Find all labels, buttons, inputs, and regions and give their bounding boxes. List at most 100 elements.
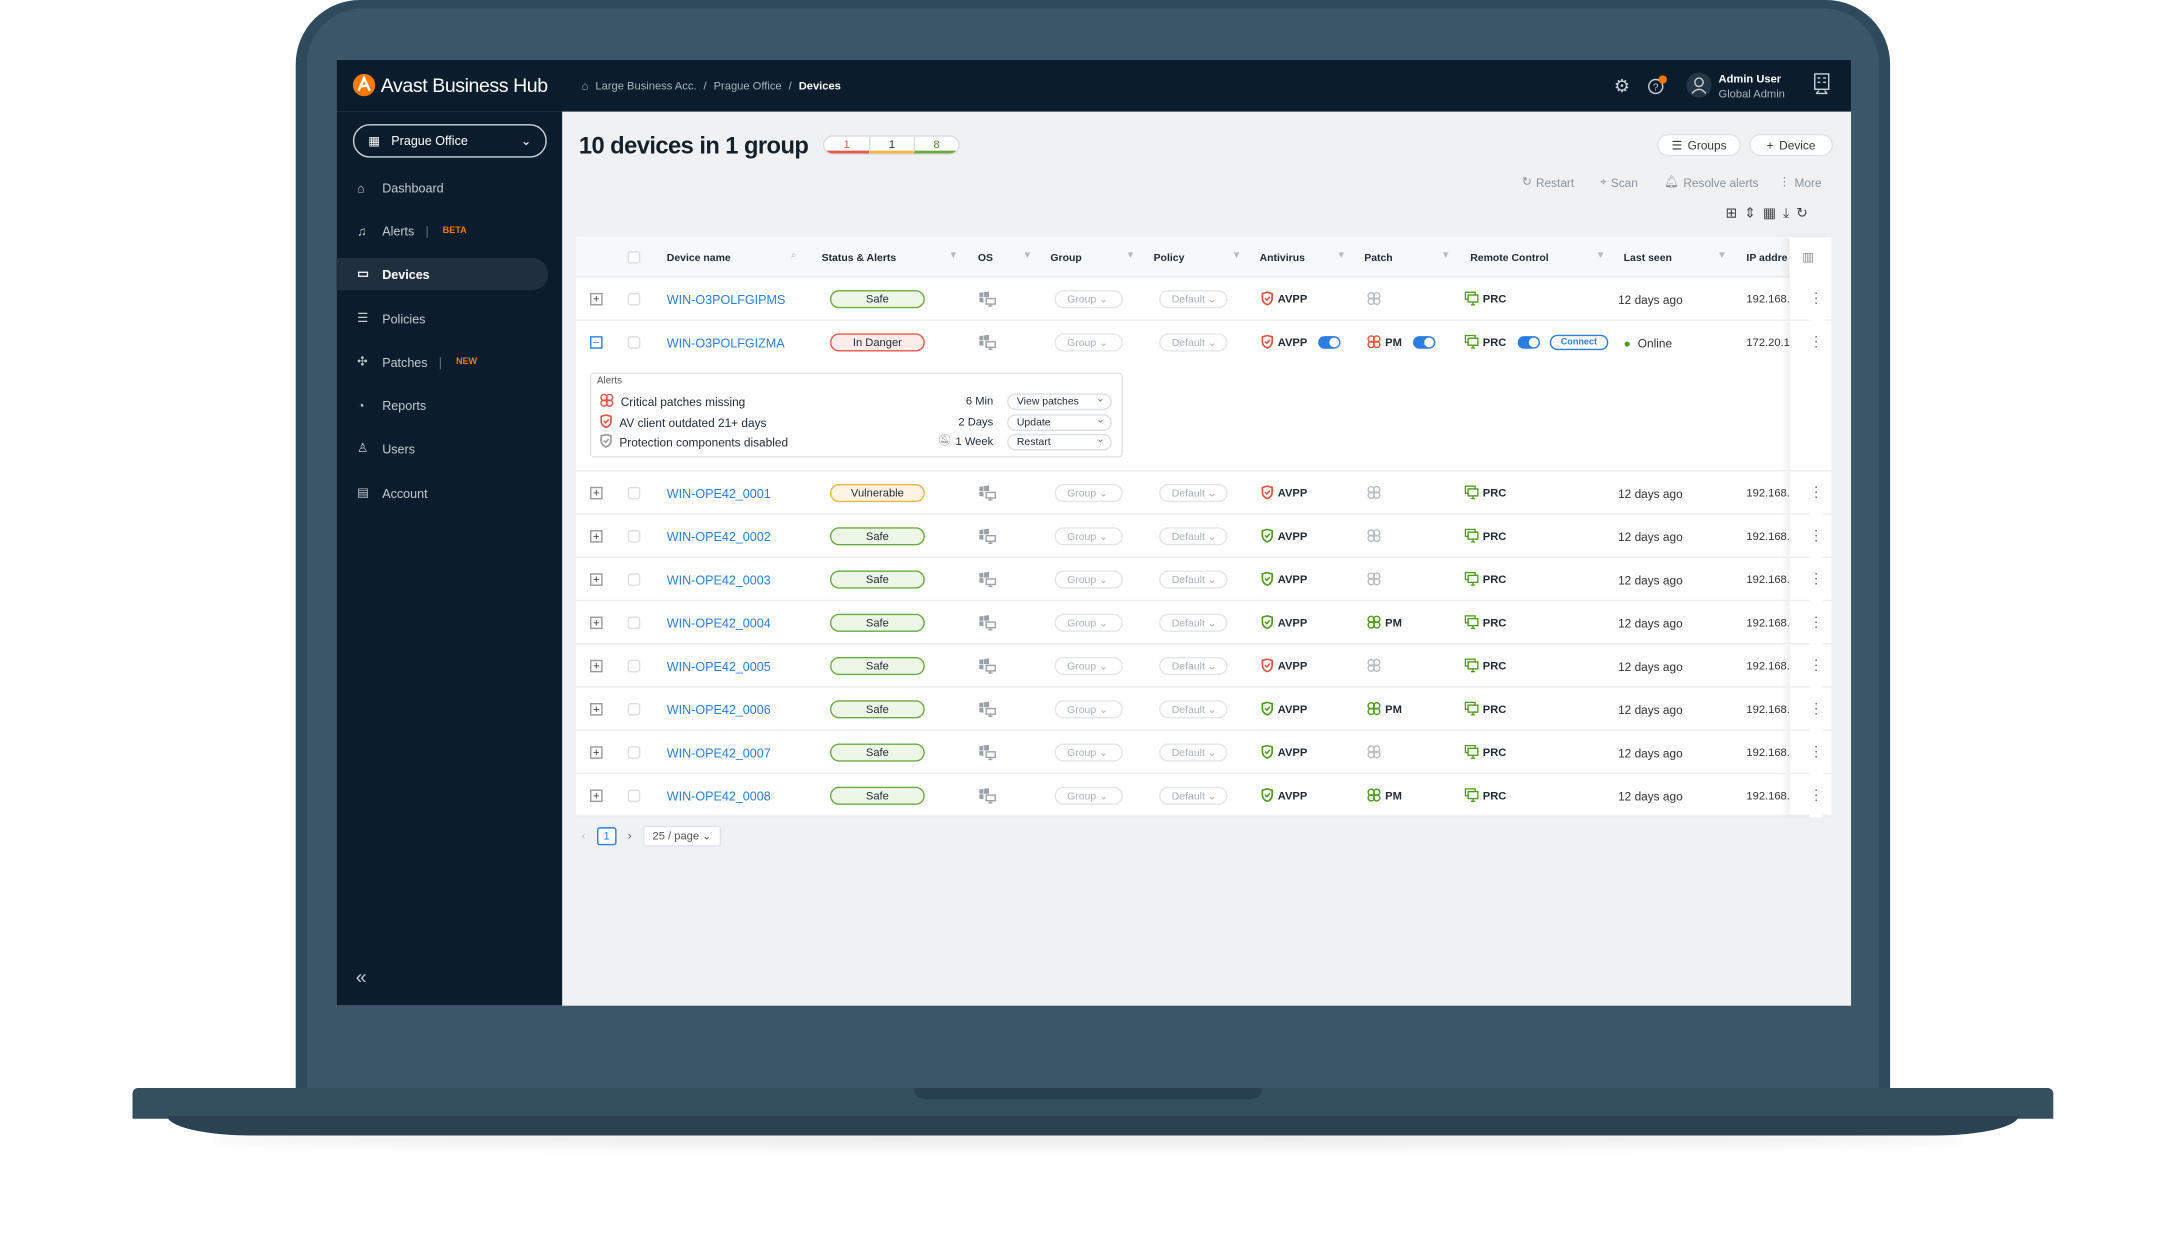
gear-icon[interactable]: ⚙: [1613, 75, 1631, 97]
breadcrumb-item[interactable]: Large Business Acc.: [595, 79, 697, 93]
expand-row-icon[interactable]: +: [590, 659, 603, 673]
alert-action-button[interactable]: Restart: [1007, 432, 1112, 451]
table-row[interactable]: − WIN-O3POLFGIZMA In Danger Group ⌄ Defa…: [576, 320, 1832, 472]
row-menu-icon[interactable]: ⋮: [1809, 571, 1824, 588]
alert-action-button[interactable]: View patches: [1007, 392, 1112, 411]
alert-action-button[interactable]: Update: [1007, 412, 1112, 431]
status-badge[interactable]: Vulnerable: [829, 484, 925, 503]
sidebar-item-users[interactable]: ♙ Users: [336, 432, 548, 464]
table-row[interactable]: + WIN-OPE42_0005 Safe Group ⌄ Default ⌄ …: [576, 644, 1832, 688]
col-os[interactable]: OS: [977, 251, 993, 264]
col-device-name[interactable]: Device name: [666, 251, 731, 264]
remote-control-toggle[interactable]: [1517, 336, 1540, 349]
status-badge[interactable]: Safe: [829, 700, 925, 719]
row-menu-icon[interactable]: ⋮: [1809, 658, 1824, 674]
prev-page-icon[interactable]: ‹: [581, 829, 586, 843]
col-last-seen[interactable]: Last seen: [1623, 251, 1672, 264]
sidebar-item-account[interactable]: ▤ Account: [336, 477, 548, 509]
expand-row-icon[interactable]: +: [590, 292, 603, 306]
patch-toggle[interactable]: [1413, 336, 1436, 349]
more-action[interactable]: ⋮ More: [1778, 174, 1821, 189]
filter-icon[interactable]: ▼: [948, 251, 959, 261]
device-name-link[interactable]: WIN-OPE42_0008: [666, 788, 771, 803]
expand-row-icon[interactable]: +: [590, 530, 603, 543]
status-badge[interactable]: Safe: [829, 786, 925, 805]
status-badge[interactable]: Safe: [829, 527, 925, 546]
row-menu-icon[interactable]: ⋮: [1809, 528, 1824, 545]
row-checkbox[interactable]: [627, 336, 641, 349]
row-checkbox[interactable]: [627, 292, 641, 306]
group-select[interactable]: Group ⌄: [1054, 613, 1123, 632]
policy-select[interactable]: Default ⌄: [1159, 290, 1228, 309]
device-name-link[interactable]: WIN-O3POLFGIZMA: [666, 335, 785, 350]
policy-select[interactable]: Default ⌄: [1159, 613, 1228, 632]
status-badge[interactable]: Safe: [829, 656, 925, 676]
user-info[interactable]: Admin User Global Admin: [1719, 71, 1785, 102]
scan-action[interactable]: ⌖ Scan: [1600, 174, 1638, 189]
page-size-select[interactable]: 25 / page ⌄: [642, 825, 722, 847]
filter-icon[interactable]: ▼: [1717, 251, 1727, 261]
row-checkbox[interactable]: [627, 486, 641, 500]
row-menu-icon[interactable]: ⋮: [1809, 788, 1824, 804]
refresh-icon[interactable]: ↻: [1796, 206, 1808, 222]
breadcrumb-item[interactable]: Prague Office: [713, 79, 782, 93]
office-selector[interactable]: ▦ Prague Office ⌄: [352, 124, 547, 158]
row-menu-icon[interactable]: ⋮: [1809, 291, 1824, 307]
search-icon[interactable]: ⌕: [790, 251, 797, 261]
filter-icon[interactable]: ▼: [1440, 251, 1451, 261]
status-badge[interactable]: Safe: [829, 743, 925, 762]
device-name-link[interactable]: WIN-OPE42_0004: [666, 615, 771, 630]
expand-row-icon[interactable]: +: [590, 789, 603, 803]
row-checkbox[interactable]: [627, 703, 641, 716]
row-checkbox[interactable]: [627, 616, 641, 630]
group-select[interactable]: Group ⌄: [1054, 570, 1123, 589]
filter-icon[interactable]: ▼: [1231, 251, 1242, 261]
row-height-icon[interactable]: ⇕: [1744, 206, 1756, 222]
group-select[interactable]: Group ⌄: [1054, 656, 1123, 676]
row-checkbox[interactable]: [627, 789, 641, 803]
antivirus-toggle[interactable]: [1318, 336, 1341, 349]
avatar[interactable]: [1686, 72, 1712, 101]
expand-row-icon[interactable]: +: [590, 616, 603, 630]
col-antivirus[interactable]: Antivirus: [1259, 251, 1305, 264]
group-select[interactable]: Group ⌄: [1054, 484, 1123, 503]
device-name-link[interactable]: WIN-OPE42_0003: [666, 572, 771, 587]
select-all-checkbox[interactable]: [627, 251, 641, 264]
columns-icon[interactable]: ▥: [1802, 249, 1815, 264]
row-menu-icon[interactable]: ⋮: [1809, 701, 1824, 717]
policy-select[interactable]: Default ⌄: [1159, 656, 1228, 676]
table-row[interactable]: + WIN-O3POLFGIPMS Safe Group ⌄ Default ⌄…: [576, 277, 1832, 321]
muted-bell-icon[interactable]: 🔕︎: [937, 433, 952, 447]
filter-icon[interactable]: ▼: [1125, 251, 1136, 261]
sidebar-item-devices[interactable]: ▭ Devices: [336, 258, 549, 291]
badge-safe[interactable]: 8: [913, 136, 959, 154]
col-policy[interactable]: Policy: [1153, 251, 1185, 264]
expand-row-icon[interactable]: +: [590, 486, 603, 500]
row-checkbox[interactable]: [627, 746, 641, 759]
next-page-icon[interactable]: ›: [627, 829, 632, 843]
table-row[interactable]: + WIN-OPE42_0006 Safe Group ⌄ Default ⌄ …: [576, 687, 1832, 731]
policy-select[interactable]: Default ⌄: [1159, 484, 1228, 503]
col-ip[interactable]: IP addre: [1746, 251, 1788, 264]
status-badge[interactable]: Safe: [829, 613, 925, 632]
status-badge[interactable]: In Danger: [829, 333, 925, 352]
device-name-link[interactable]: WIN-OPE42_0002: [666, 529, 771, 544]
sidebar-item-dashboard[interactable]: ⌂ Dashboard: [336, 172, 548, 204]
table-row[interactable]: + WIN-OPE42_0001 Vulnerable Group ⌄ Defa…: [576, 471, 1832, 515]
row-menu-icon[interactable]: ⋮: [1809, 485, 1824, 501]
policy-select[interactable]: Default ⌄: [1159, 527, 1228, 546]
policy-select[interactable]: Default ⌄: [1159, 333, 1228, 352]
collapse-row-icon[interactable]: −: [590, 336, 603, 349]
table-row[interactable]: + WIN-OPE42_0007 Safe Group ⌄ Default ⌄ …: [576, 730, 1832, 775]
badge-vulnerable[interactable]: 1: [869, 136, 914, 154]
row-checkbox[interactable]: [627, 530, 641, 543]
col-status[interactable]: Status & Alerts: [821, 251, 897, 264]
sidebar-item-policies[interactable]: ☰ Policies: [336, 303, 548, 335]
table-row[interactable]: + WIN-OPE42_0008 Safe Group ⌄ Default ⌄ …: [576, 774, 1832, 818]
expand-row-icon[interactable]: +: [590, 573, 603, 586]
group-select[interactable]: Group ⌄: [1054, 527, 1123, 546]
col-group[interactable]: Group: [1050, 251, 1082, 264]
row-checkbox[interactable]: [627, 573, 641, 586]
expand-row-icon[interactable]: +: [590, 703, 603, 716]
groups-button[interactable]: ☰ Groups: [1657, 133, 1741, 157]
